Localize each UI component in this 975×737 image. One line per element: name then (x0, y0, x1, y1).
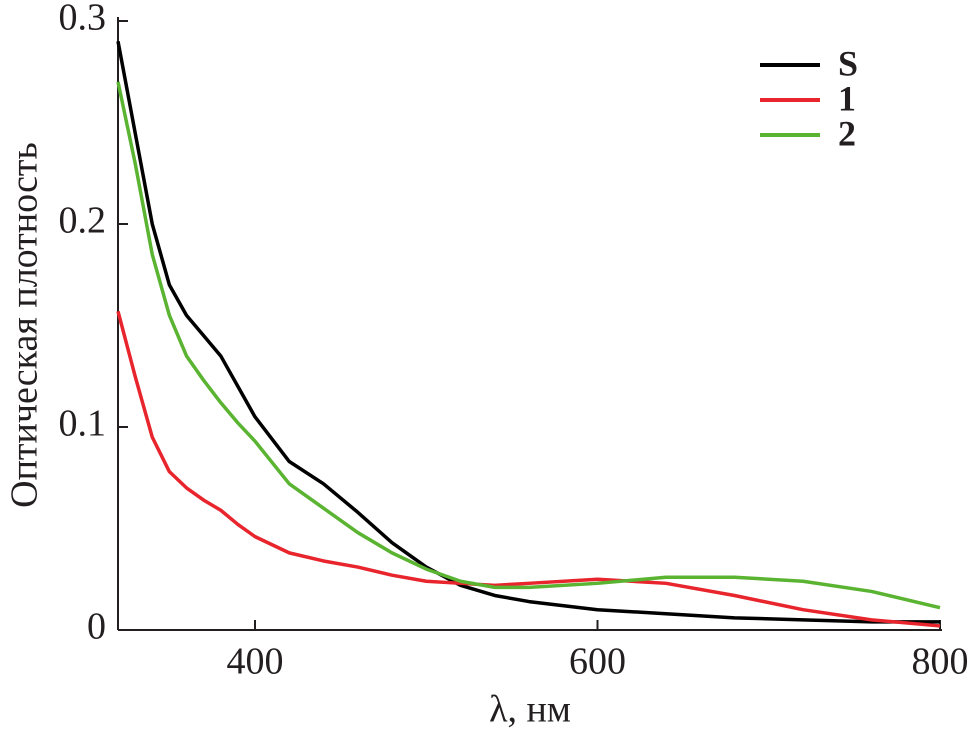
y-tick-label: 0 (87, 606, 106, 648)
y-tick-label: 0.2 (59, 200, 107, 242)
data-line (116, 310, 941, 628)
x-tick-label: 600 (569, 641, 626, 683)
legend-label: S (838, 43, 858, 83)
x-tick-label: 400 (227, 641, 284, 683)
y-tick-label: 0.1 (59, 403, 107, 445)
y-tick-label: 0.3 (59, 0, 107, 39)
legend-label: 1 (838, 78, 856, 118)
y-axis-title: Оптическая плотность (4, 142, 46, 508)
legend-label: 2 (838, 113, 856, 153)
data-line (116, 81, 941, 610)
data-line (116, 40, 940, 624)
x-tick-label: 800 (912, 641, 969, 683)
x-axis-title: λ, нм (489, 689, 571, 731)
